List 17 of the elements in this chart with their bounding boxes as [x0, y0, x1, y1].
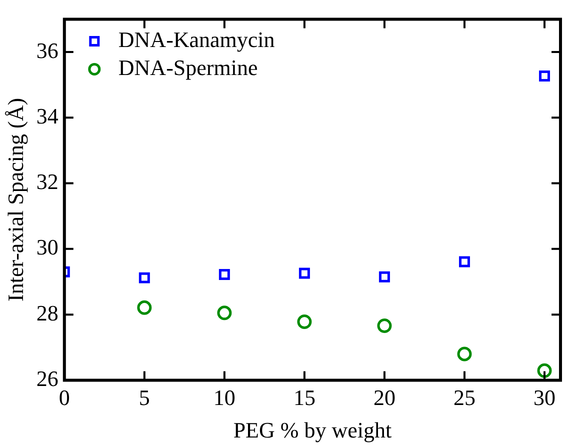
y-tick-label: 34: [36, 103, 58, 128]
x-tick-label: 20: [373, 385, 396, 410]
y-tick-label: 26: [36, 366, 58, 391]
y-tick-label: 36: [36, 38, 58, 63]
x-tick-label: 0: [58, 385, 70, 410]
x-tick-label: 25: [453, 385, 476, 410]
legend-label: DNA-Kanamycin: [118, 26, 275, 52]
y-axis-title: Inter-axial Spacing (Å): [2, 98, 28, 302]
x-axis-title: PEG % by weight: [233, 418, 392, 443]
y-tick-label: 32: [36, 169, 58, 194]
y-tick-label: 30: [36, 234, 58, 260]
legend-label: DNA-Spermine: [118, 54, 258, 80]
x-tick-label: 10: [213, 385, 236, 410]
x-tick-label: 30: [533, 385, 556, 410]
x-tick-label: 15: [293, 385, 316, 410]
y-tick-label: 28: [36, 300, 58, 326]
x-tick-label: 5: [138, 385, 150, 410]
